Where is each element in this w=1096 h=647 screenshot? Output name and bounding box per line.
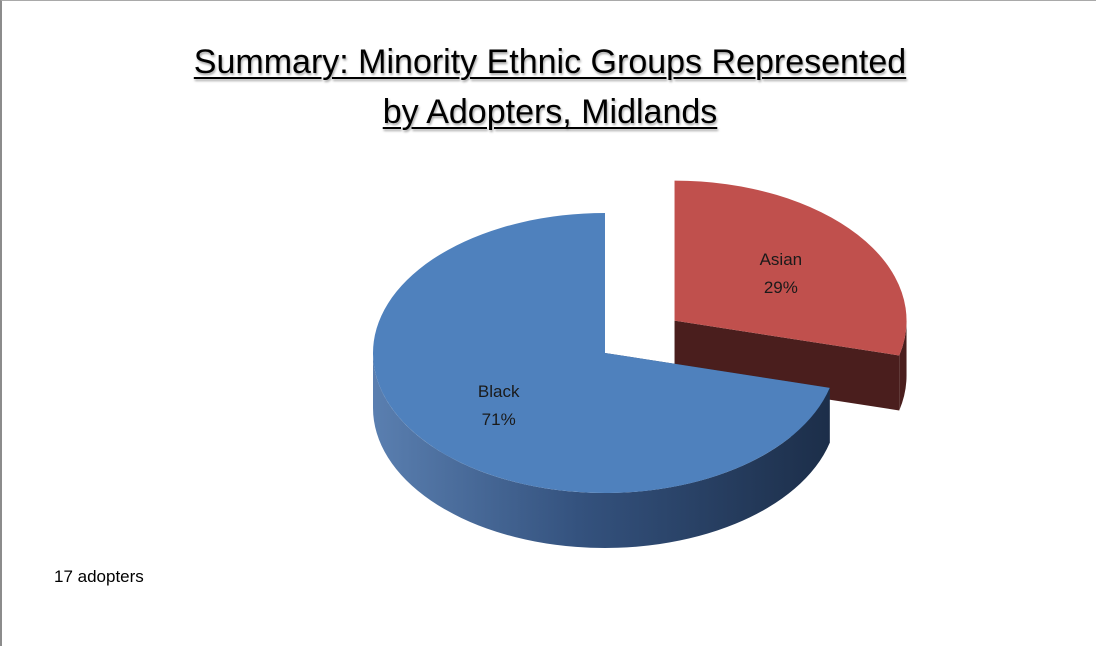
slice-label-asian: Asian <box>760 250 803 269</box>
slice-black: Black 71% <box>373 213 830 549</box>
adopter-count-note: 17 adopters <box>54 567 144 586</box>
slice-label-black: Black <box>478 382 520 401</box>
slice-black-side <box>373 353 830 549</box>
slice-asian-cut-face-2 <box>674 320 900 411</box>
chart-title-line-1: Summary: Minority Ethnic Groups Represen… <box>193 43 907 81</box>
slice-percent-black: 71% <box>482 410 516 429</box>
slice-asian: Asian 29% <box>674 180 907 411</box>
slice-black-top <box>373 213 830 493</box>
slice-asian-side <box>899 320 907 411</box>
chart-title: Summary: Minority Ethnic Groups Represen… <box>2 37 1096 137</box>
chart-title-line-2: by Adopters, Midlands <box>382 93 718 131</box>
slice-asian-top <box>674 180 907 356</box>
slice-percent-asian: 29% <box>764 278 798 297</box>
